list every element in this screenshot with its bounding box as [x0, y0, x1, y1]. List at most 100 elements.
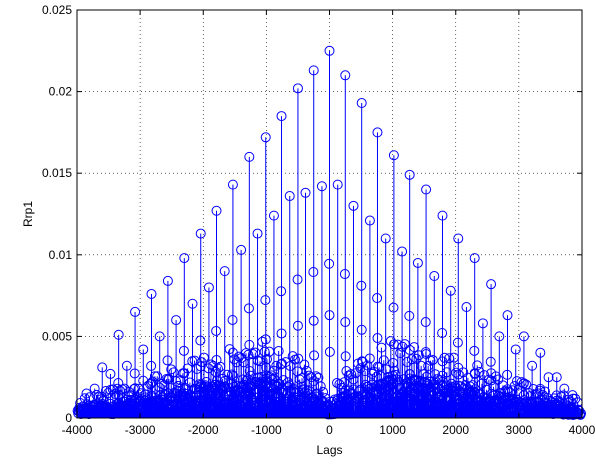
primary-peak-stem-marker [372, 127, 383, 138]
noise-stem-marker [311, 371, 322, 382]
noise-stem-marker [152, 371, 163, 382]
noise-stem-marker [378, 355, 389, 366]
noise-stem-marker [262, 354, 273, 365]
primary-peak-stem-marker [244, 151, 255, 162]
x-tick-label: 3000 [506, 423, 533, 437]
x-tick-label: 2000 [442, 423, 469, 437]
noise-stem-marker [135, 388, 146, 399]
secondary-peak-stem-marker [203, 282, 214, 293]
noise-stem-marker [451, 367, 462, 378]
primary-peak-stem-marker [421, 184, 432, 195]
secondary-peak-stem-marker [154, 331, 165, 342]
primary-peak-stem-marker [260, 132, 271, 143]
secondary-peak-stem-marker [89, 383, 100, 394]
primary-peak-stem-marker [276, 111, 287, 122]
x-tick-label: -1000 [251, 423, 282, 437]
x-tick-label: 1000 [379, 423, 406, 437]
y-tick-label: 0.01 [49, 248, 73, 262]
primary-peak-stem-marker [502, 310, 513, 321]
noise-stem-marker [411, 353, 422, 364]
secondary-peak-stem-marker [412, 257, 423, 268]
secondary-peak-stem-marker [461, 302, 472, 313]
noise-stem-marker [413, 350, 424, 361]
axis-ticks: -4000 -3000 -2000 -1000 0 1000 2000 3000 4000 0 0.… [42, 3, 595, 437]
secondary-peak-stem-marker [252, 228, 263, 239]
noise-stem-marker [278, 375, 289, 386]
y-tick-label: 0.02 [49, 85, 73, 99]
noise-stem-marker [516, 377, 527, 388]
noise-stem-marker [287, 351, 298, 362]
secondary-peak-stem-marker [559, 383, 570, 394]
noise-stem-marker [299, 359, 310, 370]
noise-stem-marker [318, 387, 329, 398]
y-axis-label: Rrp1 [21, 201, 35, 227]
y-tick-label: 0.005 [42, 329, 72, 343]
secondary-peak-stem-marker [171, 315, 182, 326]
primary-peak-stem-marker [535, 347, 546, 358]
secondary-peak-stem-marker [316, 181, 327, 192]
primary-peak-stem-marker [453, 233, 464, 244]
secondary-peak-stem-marker [105, 368, 116, 379]
primary-peak-stem-marker [567, 390, 578, 401]
primary-peak-stem-marker [518, 331, 529, 342]
baseline-stem-marker [382, 384, 393, 395]
secondary-peak-stem-marker [494, 331, 505, 342]
secondary-peak-stem-marker [510, 344, 521, 355]
secondary-peak-stem-marker [236, 244, 247, 255]
primary-peak-stem-marker [81, 388, 92, 399]
secondary-peak-stem-marker [380, 233, 391, 244]
primary-peak-stem-marker [211, 205, 222, 216]
primary-peak-stem-marker [356, 98, 367, 109]
primary-peak-stem-marker [324, 45, 335, 56]
secondary-peak-stem-marker [300, 187, 311, 198]
secondary-peak-stem-marker [348, 200, 359, 211]
noise-stem-marker [460, 380, 471, 391]
x-tick-label: 4000 [569, 423, 595, 437]
secondary-peak-stem-marker [268, 210, 279, 221]
noise-stem-marker [511, 376, 522, 387]
primary-peak-stem-marker [486, 279, 497, 290]
x-tick-label: -3000 [125, 423, 156, 437]
primary-peak-stem-marker [340, 70, 351, 81]
primary-peak-stem-marker [97, 362, 108, 373]
noise-stem-marker [315, 381, 326, 392]
primary-peak-stem-marker [179, 253, 190, 264]
primary-peak-stem-marker [292, 83, 303, 94]
x-tick-label: -2000 [188, 423, 219, 437]
secondary-peak-stem-marker [284, 191, 295, 202]
primary-peak-stem-marker [404, 169, 415, 180]
secondary-peak-stem-marker [138, 344, 149, 355]
noise-stem-marker [112, 383, 123, 394]
secondary-peak-stem-marker [219, 266, 230, 277]
secondary-peak-stem-marker [477, 318, 488, 329]
noise-stem-marker [472, 360, 483, 371]
secondary-peak-stem-marker [429, 271, 440, 282]
secondary-peak-stem-marker [121, 360, 132, 371]
y-tick-label: 0.015 [42, 166, 72, 180]
stem-series [72, 45, 586, 421]
x-tick-label: -4000 [62, 423, 93, 437]
primary-peak-stem-marker [195, 228, 206, 239]
primary-peak-stem-marker [388, 150, 399, 161]
x-axis-label: Lags [316, 443, 342, 457]
primary-peak-stem-marker [130, 306, 141, 317]
primary-peak-stem-marker [469, 253, 480, 264]
secondary-peak-stem-marker [445, 285, 456, 296]
noise-stem-marker [196, 357, 207, 368]
primary-peak-stem-marker [162, 275, 173, 286]
primary-peak-stem-marker [113, 329, 124, 340]
primary-peak-stem-marker [227, 179, 238, 190]
primary-peak-stem-marker [308, 65, 319, 76]
secondary-peak-stem-marker [527, 360, 538, 371]
secondary-peak-stem-marker [364, 215, 375, 226]
secondary-peak-stem-marker [332, 179, 343, 190]
primary-peak-stem-marker [146, 288, 157, 299]
noise-stem-marker [427, 355, 438, 366]
baseline-stem-marker [573, 405, 584, 416]
baseline-stem-marker [448, 386, 459, 397]
x-tick-label: 0 [326, 423, 333, 437]
secondary-peak-stem-marker [187, 298, 198, 309]
secondary-peak-stem-marker [543, 372, 554, 383]
y-tick-label: 0 [65, 411, 72, 425]
